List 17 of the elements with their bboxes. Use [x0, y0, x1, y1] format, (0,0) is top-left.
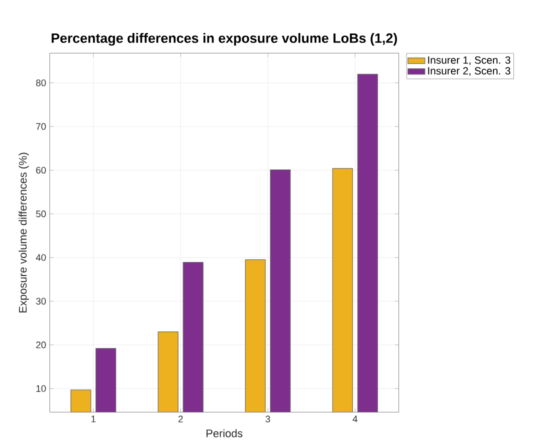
y-axis-title: Exposure volume differences (%): [18, 152, 29, 313]
y-tick-label: 10: [36, 385, 46, 392]
y-tick-label: 40: [36, 254, 46, 262]
x-axis-title: Periods: [206, 429, 242, 438]
y-tick-label: 70: [36, 123, 46, 130]
x-tick-label: 3: [266, 416, 270, 423]
x-tick-label: 1: [91, 416, 96, 422]
y-tick-label: 80: [36, 80, 46, 86]
x-tick-label: 4: [352, 416, 358, 422]
y-tick-label: 60: [36, 167, 46, 174]
y-tick-label: 30: [36, 298, 46, 305]
legend-label: Insurer 1, Scen. 3: [428, 56, 510, 66]
x-tick-label: 2: [178, 416, 183, 422]
y-tick-label: 20: [36, 342, 46, 348]
y-tick-label: 50: [36, 210, 46, 218]
legend-label: Insurer 2, Scen. 3: [428, 67, 510, 76]
chart-title: Percentage differences in exposure volume LoBs (1,2): [52, 33, 397, 46]
